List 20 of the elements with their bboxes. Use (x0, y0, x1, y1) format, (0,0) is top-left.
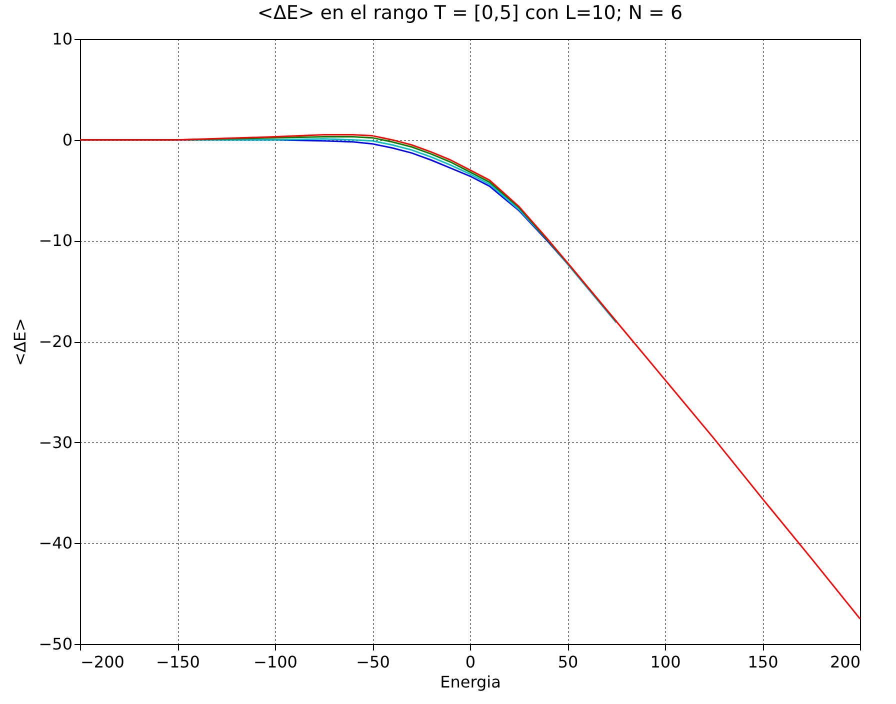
line-series (79, 134, 861, 620)
x-axis-title: Energia (440, 672, 501, 692)
x-tick-label: −100 (254, 652, 298, 672)
y-tick-label: −50 (38, 634, 72, 654)
chart-title: <ΔE> en el rango T = [0,5] con L=10; N = 6 (257, 2, 683, 24)
x-tick-label: 50 (558, 652, 578, 672)
x-tick-label: −150 (156, 652, 200, 672)
y-tick-label: 10 (52, 30, 72, 48)
x-tick-label: 0 (465, 652, 476, 672)
x-tick-label: −200 (80, 652, 124, 672)
y-axis-title: <ΔE> (10, 318, 30, 366)
y-tick-label: −40 (38, 534, 72, 553)
x-tick-label: 200 (830, 652, 860, 672)
y-tick-label: −30 (38, 432, 72, 452)
x-tick-label: 100 (650, 652, 681, 672)
y-tick-label: −10 (38, 231, 72, 250)
x-tick-label: 150 (748, 652, 778, 672)
x-tick-label: −50 (356, 652, 390, 672)
y-tick-label: −20 (38, 332, 72, 351)
y-tick-label: 0 (62, 130, 72, 150)
